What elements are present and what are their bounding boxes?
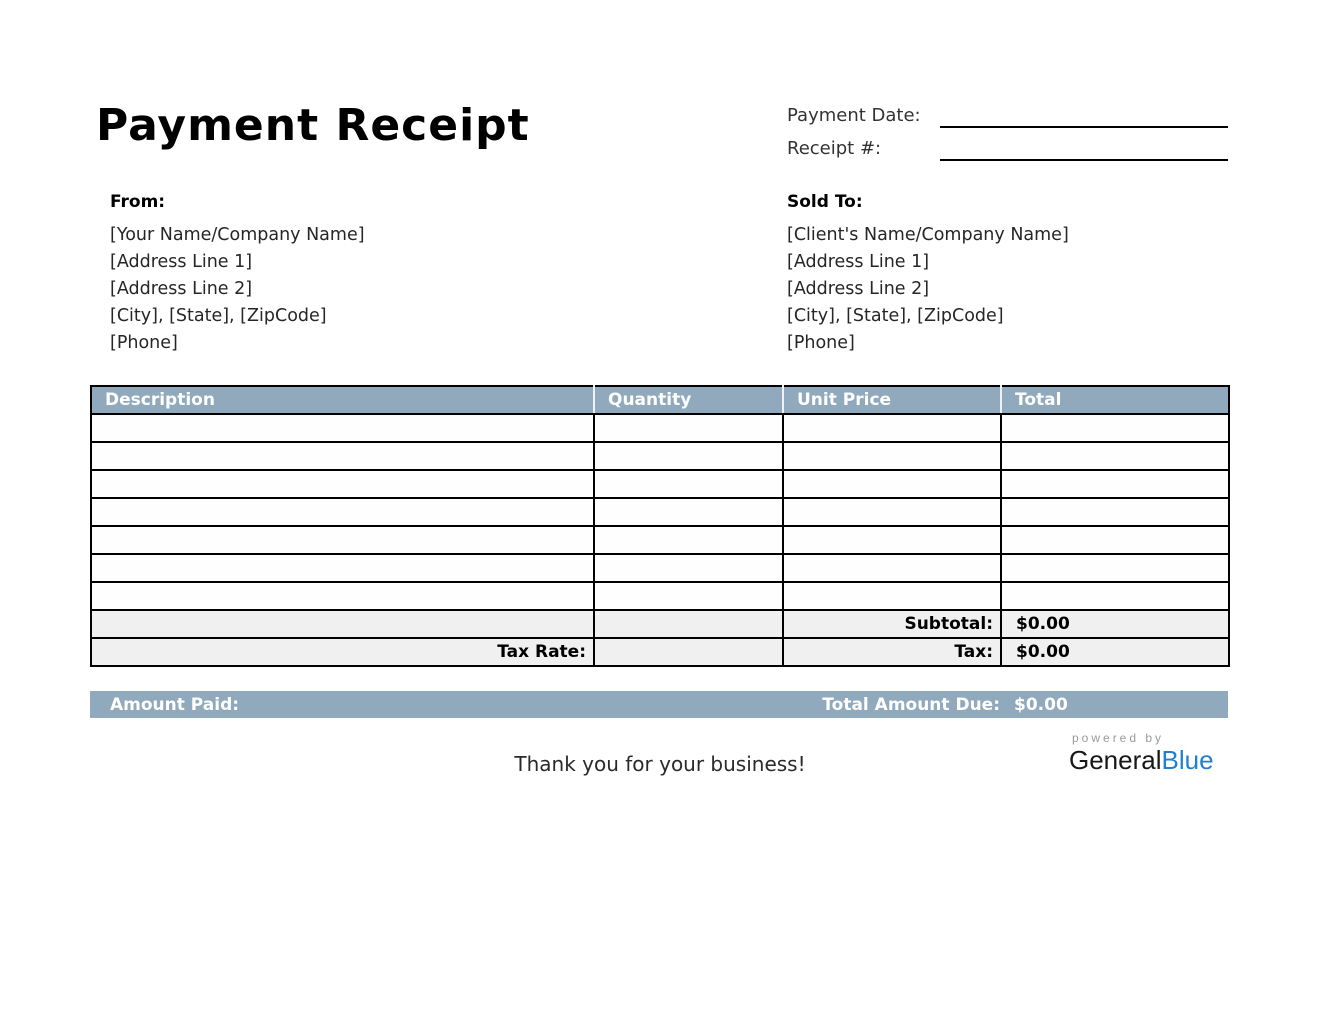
table-header-row: Description Quantity Unit Price Total bbox=[91, 386, 1229, 415]
table-cell-empty[interactable] bbox=[782, 525, 1002, 555]
total-amount-due-label: Total Amount Due: bbox=[822, 694, 1000, 715]
payment-date-field[interactable] bbox=[940, 102, 1228, 128]
table-cell-empty[interactable] bbox=[1000, 413, 1230, 443]
table-cell-empty[interactable] bbox=[782, 413, 1002, 443]
subtotal-row: Subtotal: $0.00 bbox=[90, 609, 1230, 639]
tax-row: Tax Rate: Tax: $0.00 bbox=[90, 637, 1230, 667]
table-cell-empty[interactable] bbox=[593, 413, 784, 443]
subtotal-row-description-cell bbox=[90, 609, 595, 639]
page-title: Payment Receipt bbox=[96, 100, 530, 151]
thank-you-message: Thank you for your business! bbox=[514, 752, 806, 776]
table-row bbox=[90, 581, 1230, 611]
from-city-state-zip: [City], [State], [ZipCode] bbox=[110, 306, 327, 326]
subtotal-label: Subtotal: bbox=[782, 609, 1002, 639]
table-cell-empty[interactable] bbox=[1000, 525, 1230, 555]
table-cell-empty[interactable] bbox=[90, 497, 595, 527]
subtotal-row-quantity-cell bbox=[593, 609, 784, 639]
table-cell-empty[interactable] bbox=[593, 469, 784, 499]
table-cell-empty[interactable] bbox=[782, 581, 1002, 611]
column-header-unit-price: Unit Price bbox=[782, 386, 1001, 415]
subtotal-value: $0.00 bbox=[1000, 609, 1230, 639]
payment-date-row: Payment Date: bbox=[787, 100, 1228, 128]
line-items-table: Description Quantity Unit Price Total Su… bbox=[90, 385, 1230, 667]
table-row bbox=[90, 525, 1230, 555]
sold-to-address-2: [Address Line 2] bbox=[787, 279, 930, 299]
payment-date-label: Payment Date: bbox=[787, 105, 921, 126]
from-phone: [Phone] bbox=[110, 333, 178, 353]
table-row bbox=[90, 497, 1230, 527]
table-cell-empty[interactable] bbox=[593, 553, 784, 583]
table-cell-empty[interactable] bbox=[90, 469, 595, 499]
table-cell-empty[interactable] bbox=[782, 469, 1002, 499]
table-row bbox=[90, 553, 1230, 583]
table-cell-empty[interactable] bbox=[90, 581, 595, 611]
general-blue-logo: powered by GeneralBlue bbox=[1069, 731, 1229, 775]
brand-name: GeneralBlue bbox=[1069, 745, 1229, 775]
table-cell-empty[interactable] bbox=[90, 525, 595, 555]
tax-value: $0.00 bbox=[1000, 637, 1230, 667]
tax-label: Tax: bbox=[782, 637, 1002, 667]
table-row bbox=[90, 469, 1230, 499]
from-name: [Your Name/Company Name] bbox=[110, 225, 365, 245]
sold-to-name: [Client's Name/Company Name] bbox=[787, 225, 1069, 245]
sold-to-label: Sold To: bbox=[787, 192, 863, 212]
total-amount-due-value: $0.00 bbox=[1014, 694, 1068, 715]
brand-name-blue: Blue bbox=[1161, 745, 1214, 775]
table-cell-empty[interactable] bbox=[593, 525, 784, 555]
column-header-description: Description bbox=[91, 386, 594, 415]
from-address-2: [Address Line 2] bbox=[110, 279, 253, 299]
column-header-quantity: Quantity bbox=[593, 386, 783, 415]
table-cell-empty[interactable] bbox=[90, 413, 595, 443]
table-cell-empty[interactable] bbox=[90, 441, 595, 471]
tax-rate-label: Tax Rate: bbox=[90, 637, 595, 667]
table-cell-empty[interactable] bbox=[782, 553, 1002, 583]
table-cell-empty[interactable] bbox=[782, 441, 1002, 471]
table-cell-empty[interactable] bbox=[90, 553, 595, 583]
tax-rate-field[interactable] bbox=[593, 637, 784, 667]
sold-to-address-1: [Address Line 1] bbox=[787, 252, 930, 272]
powered-by-text: powered by bbox=[1072, 731, 1165, 745]
table-cell-empty[interactable] bbox=[1000, 469, 1230, 499]
amount-paid-label: Amount Paid: bbox=[110, 694, 240, 715]
table-row bbox=[90, 441, 1230, 471]
table-row bbox=[90, 413, 1230, 443]
receipt-number-row: Receipt #: bbox=[787, 133, 1228, 161]
table-cell-empty[interactable] bbox=[1000, 497, 1230, 527]
table-empty-rows bbox=[90, 413, 1230, 611]
table-cell-empty[interactable] bbox=[1000, 581, 1230, 611]
receipt-number-field[interactable] bbox=[940, 135, 1228, 161]
table-cell-empty[interactable] bbox=[593, 441, 784, 471]
table-cell-empty[interactable] bbox=[593, 581, 784, 611]
column-header-total: Total bbox=[1000, 386, 1229, 415]
table-cell-empty[interactable] bbox=[782, 497, 1002, 527]
table-cell-empty[interactable] bbox=[593, 497, 784, 527]
table-cell-empty[interactable] bbox=[1000, 553, 1230, 583]
sold-to-section: Sold To: [Client's Name/Company Name] [A… bbox=[787, 192, 1217, 357]
from-label: From: bbox=[110, 192, 166, 212]
receipt-number-label: Receipt #: bbox=[787, 138, 882, 159]
sold-to-phone: [Phone] bbox=[787, 333, 855, 353]
receipt-meta: Payment Date: Receipt #: bbox=[787, 100, 1228, 166]
amount-paid-bar: Amount Paid: Total Amount Due: $0.00 bbox=[90, 691, 1228, 718]
table-cell-empty[interactable] bbox=[1000, 441, 1230, 471]
from-section: From: [Your Name/Company Name] [Address … bbox=[110, 192, 540, 357]
sold-to-city-state-zip: [City], [State], [ZipCode] bbox=[787, 306, 1004, 326]
brand-name-general: General bbox=[1069, 745, 1162, 775]
from-address-1: [Address Line 1] bbox=[110, 252, 253, 272]
